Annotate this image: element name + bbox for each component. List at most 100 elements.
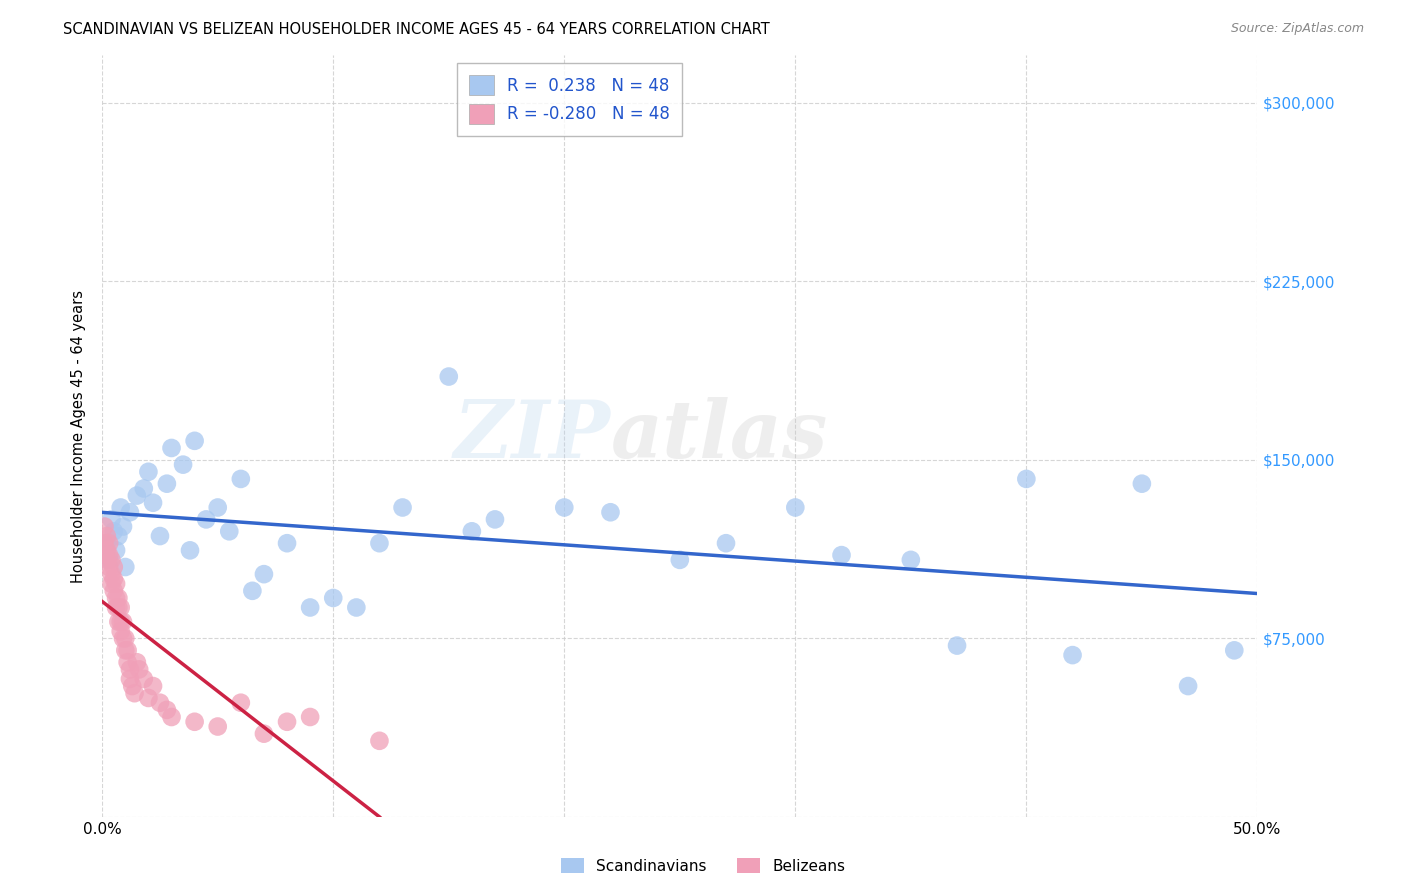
Point (229, 472, 252, 486)
Point (100, 567, 122, 582)
Point (93, 536, 115, 550)
Point (98, 536, 121, 550)
Point (1130, 476, 1153, 491)
Point (344, 600, 367, 615)
Point (114, 560, 136, 574)
Point (900, 553, 922, 567)
Point (156, 476, 179, 491)
Point (111, 615, 134, 629)
Point (98, 553, 121, 567)
Point (98, 560, 121, 574)
Point (831, 548, 853, 562)
Point (103, 524, 125, 539)
Point (93, 519, 115, 533)
Text: Source: ZipAtlas.com: Source: ZipAtlas.com (1230, 22, 1364, 36)
Point (107, 600, 129, 615)
Point (183, 434, 205, 448)
Point (117, 643, 139, 657)
Point (242, 583, 264, 598)
Point (138, 690, 160, 705)
Point (195, 512, 218, 526)
Point (138, 465, 160, 479)
Point (111, 519, 134, 533)
Point (391, 500, 413, 515)
Point (207, 719, 229, 733)
Point (368, 536, 391, 550)
Legend: R =  0.238   N = 48, R = -0.280   N = 48: R = 0.238 N = 48, R = -0.280 N = 48 (457, 63, 682, 136)
Point (599, 505, 621, 519)
Point (110, 615, 132, 629)
Point (118, 672, 141, 686)
Point (96, 536, 118, 550)
Point (110, 500, 132, 515)
Point (110, 624, 132, 639)
Point (118, 505, 141, 519)
Point (172, 458, 194, 472)
Point (785, 500, 807, 515)
Point (117, 655, 139, 669)
Point (103, 583, 125, 598)
Point (107, 529, 129, 543)
Point (1177, 679, 1199, 693)
Point (128, 662, 150, 676)
Point (107, 615, 129, 629)
Y-axis label: Householder Income Ages 45 - 64 years: Householder Income Ages 45 - 64 years (72, 290, 86, 582)
Text: atlas: atlas (610, 397, 828, 475)
Point (105, 543, 128, 558)
Point (1223, 643, 1246, 657)
Point (276, 536, 298, 550)
Point (160, 710, 183, 724)
Point (484, 512, 506, 526)
Point (105, 576, 128, 591)
Point (125, 655, 148, 669)
Point (142, 679, 165, 693)
Point (299, 600, 322, 615)
Point (553, 500, 575, 515)
Point (714, 536, 737, 550)
Point (114, 643, 136, 657)
Legend: Scandinavians, Belizeans: Scandinavians, Belizeans (555, 852, 851, 880)
Point (96, 553, 118, 567)
Point (100, 512, 122, 526)
Point (98, 548, 121, 562)
Point (125, 489, 148, 503)
Point (368, 734, 391, 748)
Point (96, 529, 118, 543)
Point (946, 639, 969, 653)
Point (96, 543, 118, 558)
Point (132, 672, 155, 686)
Point (114, 632, 136, 646)
Text: SCANDINAVIAN VS BELIZEAN HOUSEHOLDER INCOME AGES 45 - 64 YEARS CORRELATION CHART: SCANDINAVIAN VS BELIZEAN HOUSEHOLDER INC… (63, 22, 770, 37)
Point (156, 703, 179, 717)
Point (299, 710, 322, 724)
Point (124, 686, 146, 700)
Point (100, 553, 122, 567)
Point (669, 553, 692, 567)
Point (121, 679, 143, 693)
Point (218, 524, 240, 539)
Point (1015, 472, 1038, 486)
Point (103, 572, 125, 586)
Point (437, 369, 460, 384)
Point (149, 696, 172, 710)
Point (132, 482, 155, 496)
Point (149, 529, 172, 543)
Point (118, 662, 141, 676)
Point (276, 714, 298, 729)
Point (207, 500, 229, 515)
Point (183, 714, 205, 729)
Point (110, 600, 132, 615)
Point (142, 496, 165, 510)
Point (105, 591, 128, 605)
Point (103, 560, 125, 574)
Point (229, 696, 252, 710)
Point (461, 524, 484, 539)
Point (107, 591, 129, 605)
Point (253, 727, 276, 741)
Point (100, 576, 122, 591)
Point (1062, 648, 1084, 662)
Point (322, 591, 344, 605)
Point (111, 632, 134, 646)
Point (179, 543, 201, 558)
Point (253, 567, 276, 582)
